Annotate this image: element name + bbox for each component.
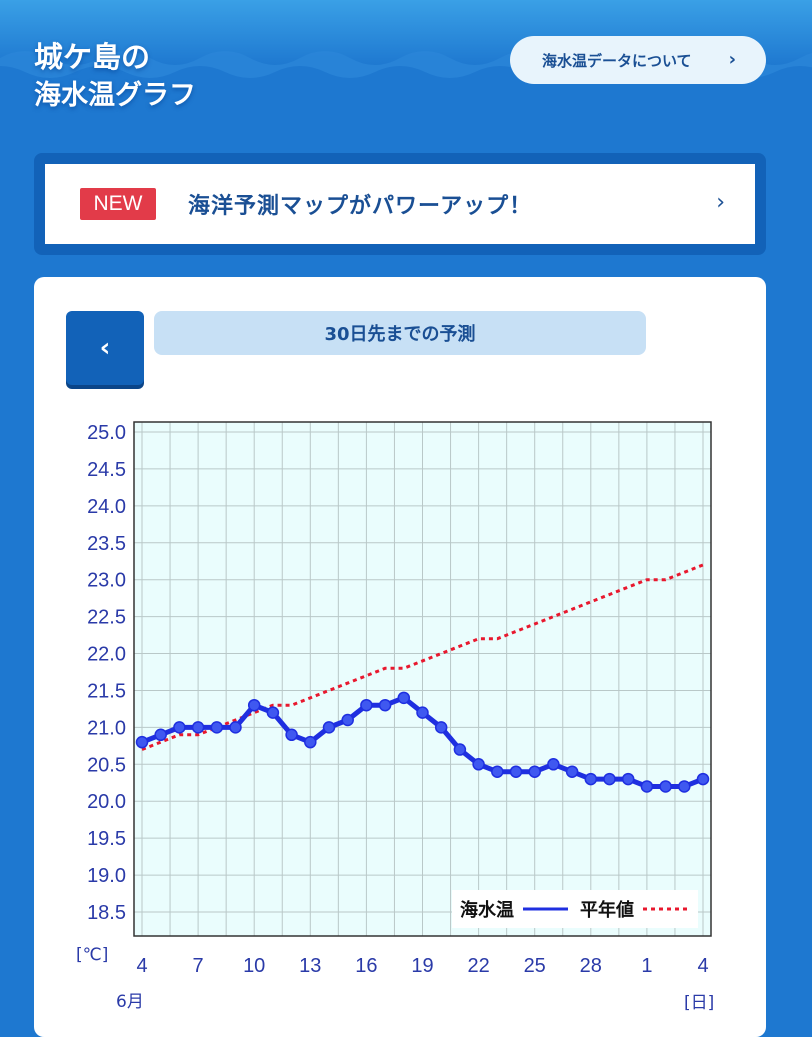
legend-label-normal: 平年値: [580, 899, 634, 921]
page-title-line1: 城ケ島の: [34, 40, 151, 74]
data-point: [696, 772, 710, 786]
data-point: [434, 721, 448, 734]
x-tick-label: 4: [136, 955, 147, 977]
y-tick-label: 23.5: [87, 533, 126, 555]
series-line-normal: [141, 563, 704, 751]
x-tick-label: 13: [299, 955, 321, 977]
data-point: [360, 698, 373, 712]
announcement-banner-body[interactable]: NEW 海洋予測マップがパワーアップ！ ›: [45, 164, 755, 244]
data-point: [547, 758, 560, 771]
chevron-left-icon: ‹: [99, 333, 111, 363]
announcement-text: 海洋予測マップがパワーアップ！: [188, 194, 533, 219]
data-point: [304, 735, 317, 749]
y-tick-label: 21.5: [87, 680, 126, 702]
plot-border: [133, 421, 712, 937]
data-point: [528, 765, 541, 778]
y-unit-label: [℃]: [76, 945, 108, 965]
data-point: [416, 706, 429, 719]
page-title-line2: 海水温グラフ: [34, 80, 196, 111]
forecast-period-label: 30日先までの予測: [154, 311, 646, 355]
data-point: [621, 772, 635, 786]
data-point: [603, 772, 616, 786]
y-tick-label: 20.5: [87, 754, 126, 776]
new-badge: NEW: [80, 188, 156, 220]
y-tick-label: 19.5: [87, 828, 126, 850]
chevron-right-icon: ›: [728, 49, 736, 70]
data-point: [322, 721, 336, 734]
data-point: [472, 758, 485, 771]
data-point: [247, 698, 261, 712]
data-point: [491, 765, 504, 778]
data-point: [659, 780, 672, 793]
x-tick-label: 25: [524, 955, 546, 977]
y-tick-label: 22.5: [87, 607, 126, 629]
data-point: [266, 706, 280, 719]
y-tick-label: 22.0: [87, 644, 126, 666]
x-unit-label: [日]: [684, 993, 714, 1013]
about-data-button[interactable]: 海水温データについて ›: [510, 36, 766, 84]
x-tick-label: 28: [580, 955, 602, 977]
y-tick-label: 24.5: [87, 459, 126, 481]
y-tick-label: 23.0: [87, 570, 126, 592]
legend-label-temperature: 海水温: [460, 899, 514, 921]
y-tick-label: 25.0: [87, 422, 126, 444]
legend-box: [452, 890, 698, 928]
data-point: [135, 735, 149, 749]
x-tick-label: 19: [411, 955, 433, 977]
x-tick-label: 10: [243, 955, 265, 977]
data-point: [173, 721, 186, 734]
announcement-banner[interactable]: NEW 海洋予測マップがパワーアップ！ ›: [34, 153, 766, 255]
data-point: [210, 721, 224, 734]
x-tick-label: 16: [355, 955, 377, 977]
y-tick-label: 24.0: [87, 496, 126, 518]
x-month-label: 6月: [116, 992, 144, 1012]
chevron-right-icon: ›: [716, 190, 725, 215]
page-title: 城ケ島の 海水温グラフ: [34, 38, 196, 116]
data-point: [565, 765, 579, 778]
about-data-label: 海水温データについて: [542, 51, 692, 70]
y-tick-label: 18.5: [87, 902, 126, 924]
y-tick-label: 19.0: [87, 865, 126, 887]
data-point: [584, 772, 598, 786]
data-point: [453, 743, 467, 756]
x-tick-label: 22: [467, 955, 489, 977]
data-point: [678, 780, 691, 793]
data-point: [229, 721, 242, 734]
x-tick-label: 4: [697, 955, 708, 977]
data-point: [285, 728, 298, 742]
x-tick-label: 1: [641, 955, 652, 977]
data-point: [378, 698, 392, 712]
data-point: [191, 721, 205, 734]
y-tick-label: 21.0: [87, 717, 126, 739]
data-point: [341, 713, 354, 727]
y-tick-label: 20.0: [87, 791, 126, 813]
data-point: [640, 780, 654, 793]
x-tick-label: 7: [193, 955, 204, 977]
data-point: [154, 728, 167, 742]
data-point: [509, 765, 523, 778]
previous-button[interactable]: ‹: [66, 311, 144, 385]
data-point: [397, 691, 411, 705]
